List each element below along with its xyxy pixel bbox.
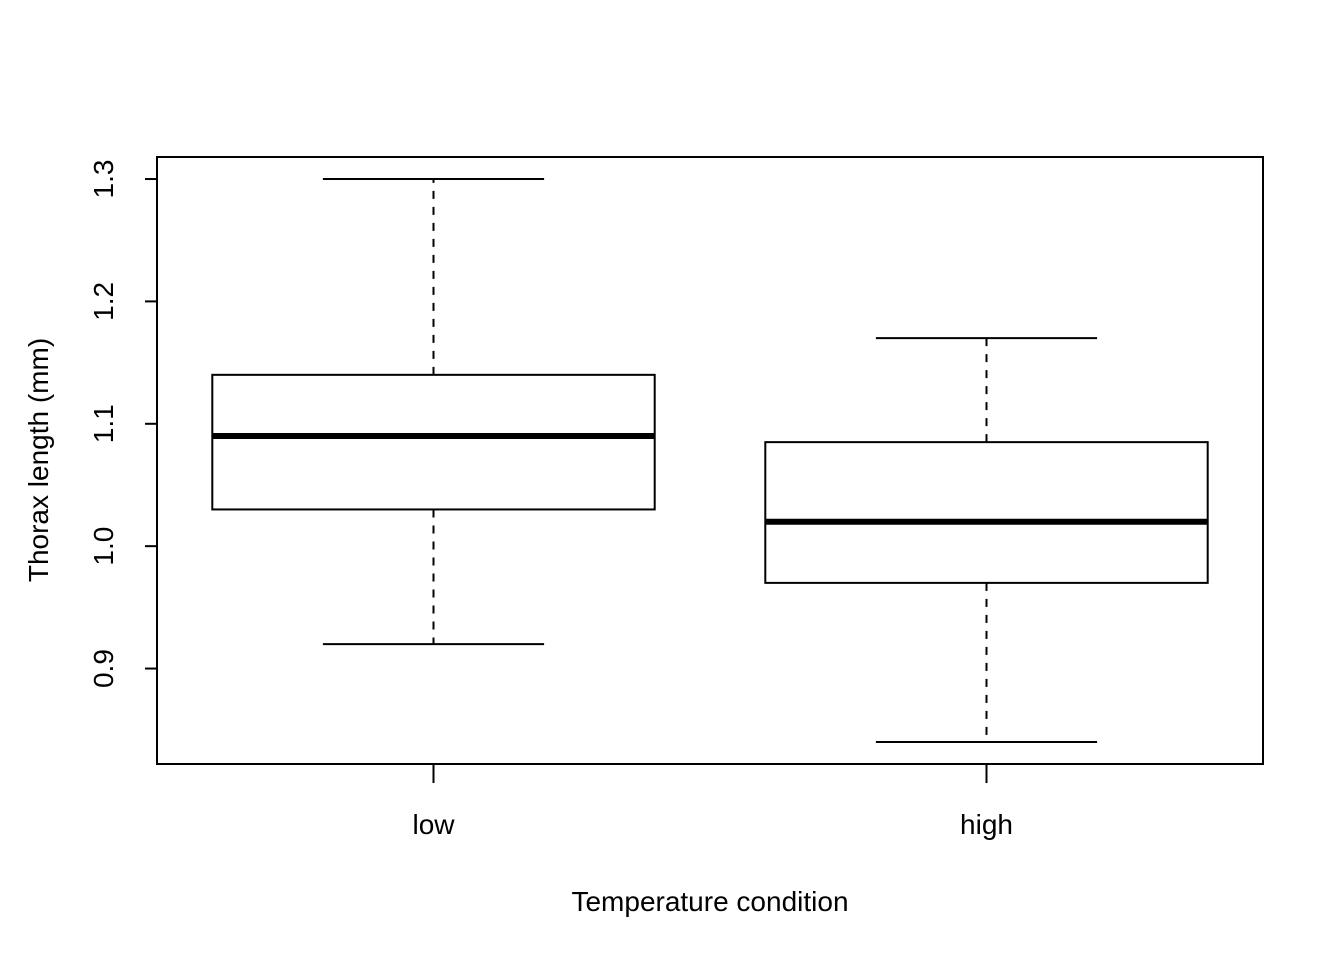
y-axis: 0.9 1.0 1.1 1.2 1.3 [88,160,158,688]
y-tick-label: 0.9 [88,649,119,688]
y-axis-title: Thorax length (mm) [23,338,54,582]
y-tick-label: 1.2 [88,282,119,321]
box-high [764,441,1209,584]
x-axis: low high [412,764,1013,840]
box-low [211,373,656,511]
y-tick-label: 1.1 [88,404,119,443]
y-tick-label: 1.0 [88,527,119,566]
box-group-low [211,178,656,646]
y-tick-label: 1.3 [88,160,119,199]
plot-marks [211,178,1209,743]
x-axis-title: Temperature condition [571,886,848,917]
box-group-high [764,337,1209,743]
x-tick-label: low [412,809,455,840]
x-tick-label: high [960,809,1013,840]
